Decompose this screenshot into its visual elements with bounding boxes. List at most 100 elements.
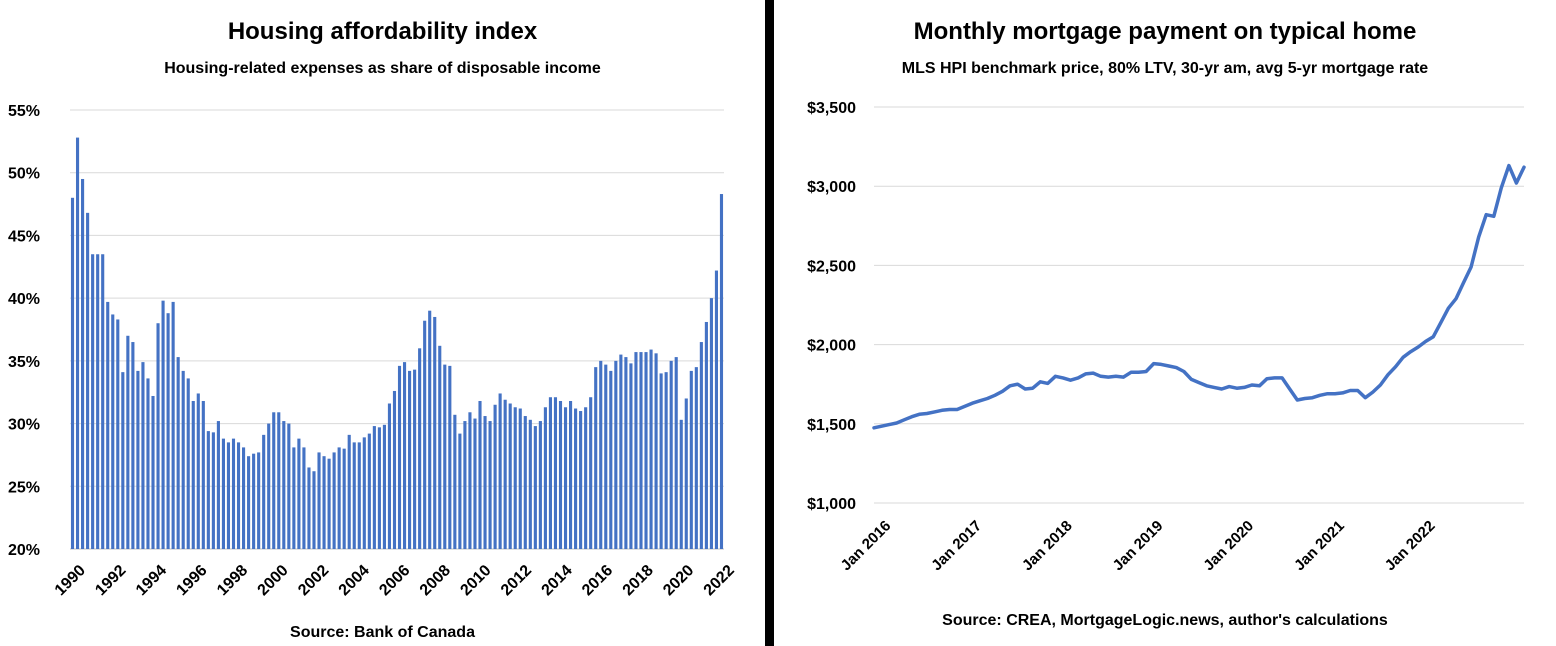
bar <box>392 390 397 549</box>
bar <box>267 423 271 549</box>
x-tick-label: 2000 <box>255 562 292 599</box>
bar <box>604 364 608 549</box>
x-tick-label: 2010 <box>457 562 494 599</box>
bar <box>151 395 155 549</box>
bar <box>679 419 683 549</box>
bar <box>262 434 266 549</box>
bar <box>413 369 417 549</box>
bar <box>624 357 628 549</box>
mortgage-chart-panel: Monthly mortgage payment on typical home… <box>774 0 1556 646</box>
bar <box>528 419 532 549</box>
bar <box>689 370 693 549</box>
bar <box>211 432 215 549</box>
bar <box>579 411 583 549</box>
bar <box>463 421 467 549</box>
bar <box>508 403 512 549</box>
bar <box>569 400 573 549</box>
bar <box>594 367 598 549</box>
bar <box>257 452 261 549</box>
mortgage-line-chart: $1,000 $1,500 $2,000 $2,500 $3,000 $3,500 Jan … <box>807 100 1526 574</box>
x-tick-label: 2014 <box>539 562 576 599</box>
bar <box>674 357 678 549</box>
x-tick-label: 1992 <box>92 562 129 599</box>
bar <box>433 316 437 549</box>
bar <box>302 447 306 549</box>
bar <box>438 345 442 549</box>
y-tick-label: $2,000 <box>807 338 856 355</box>
x-tick-label: 2008 <box>417 562 454 599</box>
bar <box>91 254 95 549</box>
bar <box>111 314 115 549</box>
bar <box>523 416 527 549</box>
bar <box>352 442 356 549</box>
bar <box>367 433 371 549</box>
bar <box>106 301 110 549</box>
bar <box>231 438 236 549</box>
bar <box>317 452 321 549</box>
bar <box>216 421 220 549</box>
bar <box>498 393 502 549</box>
bar <box>247 456 251 549</box>
x-tick-label: 2002 <box>295 562 332 599</box>
bar <box>86 212 90 549</box>
affordability-chart-panel: Housing affordability index Housing-rela… <box>0 0 765 646</box>
bar <box>704 321 708 549</box>
bar <box>307 467 311 549</box>
bar <box>418 348 422 549</box>
y-tick-label: $1,000 <box>807 496 856 513</box>
x-tick-label: Jan 2017 <box>928 517 985 574</box>
bar <box>709 298 713 549</box>
x-tick-label: Jan 2022 <box>1382 517 1439 574</box>
y-tick-label: $1,500 <box>807 417 856 434</box>
bar <box>236 442 241 549</box>
x-tick-label: 1998 <box>214 562 251 599</box>
x-tick-label: Jan 2018 <box>1019 517 1076 574</box>
x-tick-label: 1990 <box>52 562 89 599</box>
bar <box>342 448 346 549</box>
bar <box>599 360 603 549</box>
bar <box>609 370 613 549</box>
x-tick-label: 2004 <box>336 562 373 599</box>
bar <box>131 342 135 549</box>
x-tick-label: 2020 <box>660 562 697 599</box>
bar <box>176 357 180 549</box>
x-tick-label: 1996 <box>173 562 210 599</box>
bar <box>101 254 105 549</box>
bar <box>443 364 447 549</box>
bar <box>664 372 668 549</box>
bar <box>141 362 145 549</box>
y-tick-label: 45% <box>8 228 40 245</box>
bar <box>719 194 724 549</box>
bar <box>584 407 588 549</box>
bar <box>563 407 568 549</box>
y-tick-label: 20% <box>8 542 40 559</box>
bar <box>543 407 547 549</box>
bar <box>191 400 195 549</box>
bar <box>166 313 170 549</box>
chart-subtitle: Housing-related expenses as share of dis… <box>164 60 601 77</box>
bar <box>629 363 633 549</box>
y-tick-label: $2,500 <box>807 258 856 275</box>
bar <box>181 370 185 549</box>
bar <box>649 349 653 549</box>
bar <box>272 412 276 549</box>
bar <box>337 447 341 549</box>
bar <box>428 310 432 549</box>
x-tick-label: Jan 2020 <box>1200 517 1257 574</box>
bar <box>242 447 246 549</box>
x-tick-label: 2012 <box>498 562 535 599</box>
bar <box>513 407 517 549</box>
x-tick-label: 2022 <box>701 562 738 599</box>
bar <box>362 437 366 549</box>
bar <box>503 399 507 549</box>
bar <box>483 416 487 549</box>
bar <box>357 442 361 549</box>
bar <box>186 378 190 549</box>
bar <box>81 178 85 549</box>
chart-subtitle: MLS HPI benchmark price, 80% LTV, 30-yr … <box>901 60 1429 77</box>
bar <box>619 354 623 549</box>
bar <box>644 352 648 549</box>
bar <box>634 352 638 549</box>
x-tick-label: 2018 <box>620 562 657 599</box>
bar <box>70 197 75 550</box>
